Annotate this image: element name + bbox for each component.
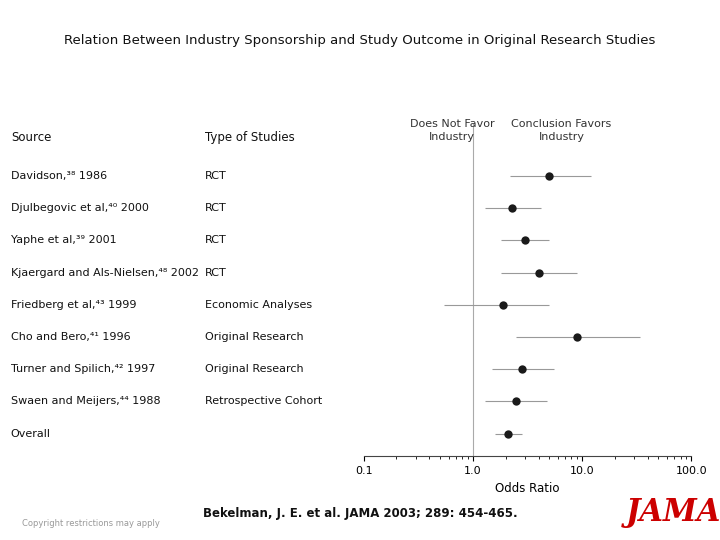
Text: RCT: RCT [205,171,227,181]
Text: Swaen and Meijers,⁴⁴ 1988: Swaen and Meijers,⁴⁴ 1988 [11,396,161,407]
Text: Source: Source [11,131,51,144]
Text: Overall: Overall [11,429,51,438]
Text: Turner and Spilich,⁴² 1997: Turner and Spilich,⁴² 1997 [11,364,156,374]
Text: Original Research: Original Research [205,332,304,342]
Text: Djulbegovic et al,⁴⁰ 2000: Djulbegovic et al,⁴⁰ 2000 [11,203,148,213]
Text: Relation Between Industry Sponsorship and Study Outcome in Original Research Stu: Relation Between Industry Sponsorship an… [64,34,656,47]
Text: Type of Studies: Type of Studies [205,131,295,144]
Text: RCT: RCT [205,203,227,213]
Text: JAMA: JAMA [626,497,720,529]
Text: Yaphe et al,³⁹ 2001: Yaphe et al,³⁹ 2001 [11,235,117,245]
Text: Retrospective Cohort: Retrospective Cohort [205,396,323,407]
Text: Industry: Industry [539,132,585,142]
Text: Friedberg et al,⁴³ 1999: Friedberg et al,⁴³ 1999 [11,300,136,310]
Text: Original Research: Original Research [205,364,304,374]
Text: RCT: RCT [205,267,227,278]
Text: Davidson,³⁸ 1986: Davidson,³⁸ 1986 [11,171,107,181]
Text: RCT: RCT [205,235,227,245]
Text: Bekelman, J. E. et al. JAMA 2003; 289: 454-465.: Bekelman, J. E. et al. JAMA 2003; 289: 4… [203,507,517,519]
Text: Conclusion Favors: Conclusion Favors [511,119,612,129]
Text: Does Not Favor: Does Not Favor [410,119,495,129]
Text: Cho and Bero,⁴¹ 1996: Cho and Bero,⁴¹ 1996 [11,332,130,342]
Text: Copyright restrictions may apply: Copyright restrictions may apply [22,519,159,528]
Text: Industry: Industry [429,132,475,142]
X-axis label: Odds Ratio: Odds Ratio [495,482,559,495]
Text: Kjaergard and Als-Nielsen,⁴⁸ 2002: Kjaergard and Als-Nielsen,⁴⁸ 2002 [11,267,199,278]
Text: Economic Analyses: Economic Analyses [205,300,312,310]
